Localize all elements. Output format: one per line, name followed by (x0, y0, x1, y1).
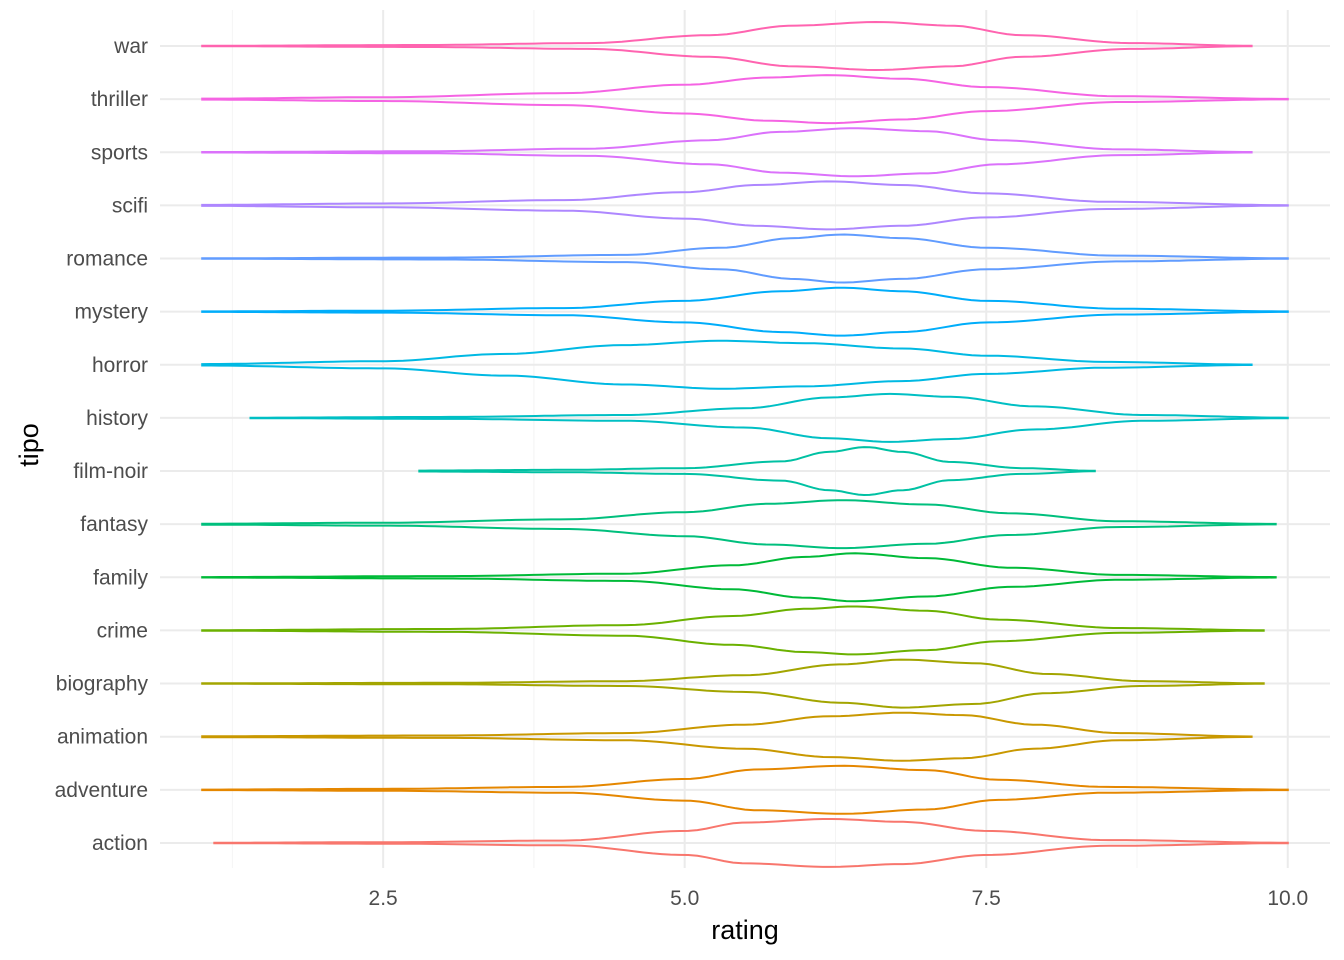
violin-family (201, 552, 1277, 603)
x-tick-label: 2.5 (369, 887, 398, 910)
x-tick-label: 7.5 (972, 887, 1001, 910)
y-tick-label-scifi: scifi (112, 194, 148, 217)
y-tick-label-fantasy: fantasy (80, 513, 148, 536)
y-tick-label-biography: biography (56, 673, 149, 696)
y-tick-label-war: war (113, 35, 148, 58)
y-tick-label-horror: horror (92, 354, 148, 377)
violins (201, 20, 1289, 868)
violin-scifi (201, 180, 1289, 231)
y-tick-label-action: action (92, 832, 148, 855)
y-tick-label-crime: crime (97, 619, 148, 642)
violin-adventure (201, 764, 1289, 815)
y-tick-labels: action adventure animation biography crime fa… (55, 35, 149, 855)
violin-crime (201, 605, 1265, 656)
violin-thriller (201, 74, 1289, 125)
x-tick-labels: 2.5 5.0 7.5 10.0 (369, 887, 1309, 910)
violin-horror (201, 339, 1253, 390)
violin-fantasy (201, 499, 1277, 550)
y-axis-title: tipo (14, 423, 44, 467)
violin-romance (201, 233, 1289, 284)
violin-war (201, 20, 1253, 72)
y-tick-label-adventure: adventure (55, 779, 148, 802)
violin-biography (201, 658, 1265, 709)
x-tick-label: 10.0 (1267, 887, 1308, 910)
violin-mystery (201, 286, 1289, 337)
x-axis-title: rating (711, 915, 779, 945)
y-tick-label-mystery: mystery (75, 301, 149, 324)
y-tick-label-film-noir: film-noir (73, 460, 148, 483)
y-tick-label-thriller: thriller (91, 88, 148, 111)
violin-action (213, 818, 1289, 868)
y-tick-label-animation: animation (57, 726, 148, 749)
violin-sports (201, 127, 1253, 178)
y-tick-label-sports: sports (91, 141, 148, 164)
y-tick-label-history: history (86, 407, 148, 430)
x-tick-label: 5.0 (670, 887, 699, 910)
violin-history (249, 392, 1289, 443)
y-tick-label-romance: romance (66, 248, 148, 271)
y-tick-label-family: family (93, 566, 148, 589)
violin-film-noir (418, 446, 1096, 497)
violin-animation (201, 711, 1253, 762)
